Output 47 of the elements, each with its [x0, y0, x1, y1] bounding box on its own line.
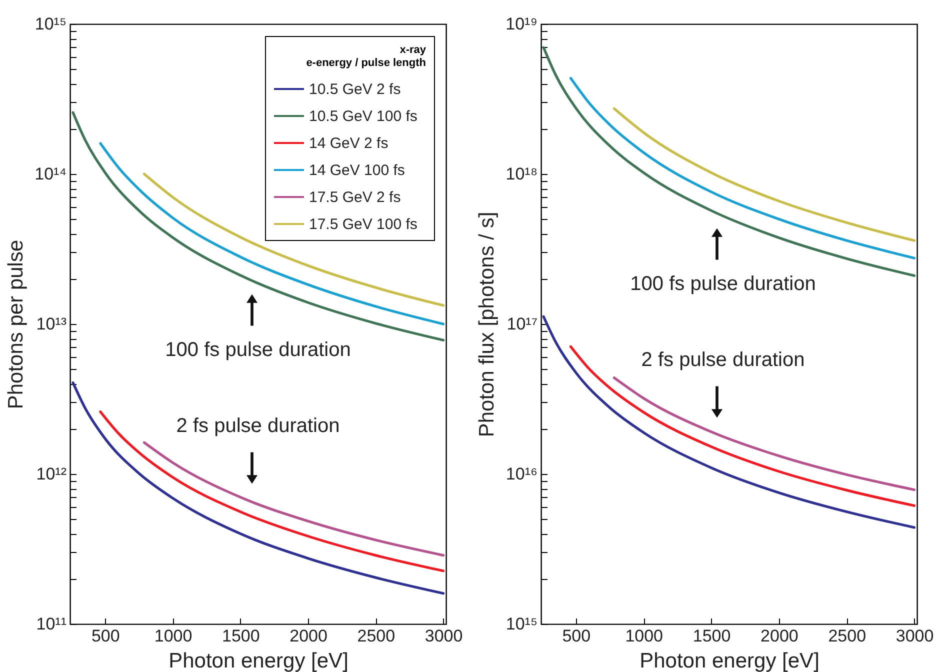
y-axis-title: Photons per pulse — [4, 240, 28, 410]
x-tick-label: 1500 — [222, 626, 260, 646]
x-tick-label: 1000 — [154, 626, 192, 646]
line-series — [99, 410, 445, 572]
line-series — [569, 345, 916, 507]
legend-label: 14 GeV 100 fs — [309, 162, 405, 179]
y-tick-label: 10¹⁹ — [506, 14, 538, 34]
x-tick-label: 1500 — [692, 626, 731, 646]
annotation: 2 fs pulse duration — [641, 349, 805, 371]
x-axis-title: Photon energy [eV] — [640, 650, 820, 672]
annotation: 100 fs pulse duration — [630, 273, 816, 295]
legend-label: 17.5 GeV 100 fs — [309, 216, 418, 233]
x-tick-label: 500 — [91, 626, 120, 646]
x-tick-label: 500 — [562, 626, 591, 646]
legend-label: 14 GeV 2 fs — [309, 135, 388, 152]
x-tick-label: 2500 — [357, 626, 396, 646]
line-series — [542, 315, 916, 529]
y-tick-label: 10¹³ — [36, 314, 67, 334]
x-tick-label: 2500 — [828, 626, 866, 646]
line-series — [142, 441, 445, 557]
legend-label: 10.5 GeV 2 fs — [309, 81, 401, 98]
line-series — [612, 376, 916, 492]
x-axis-title: Photon energy [eV] — [168, 650, 348, 672]
annotation: 100 fs pulse duration — [165, 339, 351, 361]
y-tick-label: 10¹⁷ — [506, 314, 538, 334]
y-tick-label: 10¹⁵ — [34, 14, 66, 34]
line-series — [569, 76, 916, 260]
legend-title: x-ray e-energy / pulse length — [306, 44, 427, 69]
x-tick-label: 2000 — [290, 626, 328, 646]
x-tick-label: 3000 — [424, 626, 463, 646]
line-series — [72, 381, 445, 595]
y-tick-label: 10¹¹ — [36, 614, 67, 634]
y-tick-label: 10¹⁴ — [34, 164, 66, 184]
x-tick-label: 1000 — [625, 626, 664, 646]
y-tick-label: 10¹⁸ — [506, 164, 538, 184]
x-tick-label: 2000 — [760, 626, 798, 646]
y-tick-label: 10¹² — [36, 464, 67, 484]
line-series — [72, 111, 445, 342]
y-axis-title: Photon flux [photons / s] — [476, 212, 499, 438]
line-series — [612, 107, 916, 242]
y-tick-label: 10¹⁵ — [506, 614, 538, 634]
x-tick-label: 3000 — [896, 626, 934, 646]
legend-label: 10.5 GeV 100 fs — [309, 108, 418, 125]
line-series — [542, 46, 916, 277]
annotation: 2 fs pulse duration — [176, 415, 340, 437]
legend-label: 17.5 GeV 2 fs — [309, 189, 401, 206]
y-tick-label: 10¹⁶ — [506, 464, 538, 484]
